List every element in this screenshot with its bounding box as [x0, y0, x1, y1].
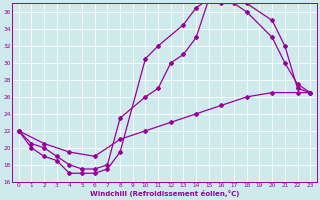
- X-axis label: Windchill (Refroidissement éolien,°C): Windchill (Refroidissement éolien,°C): [90, 190, 239, 197]
